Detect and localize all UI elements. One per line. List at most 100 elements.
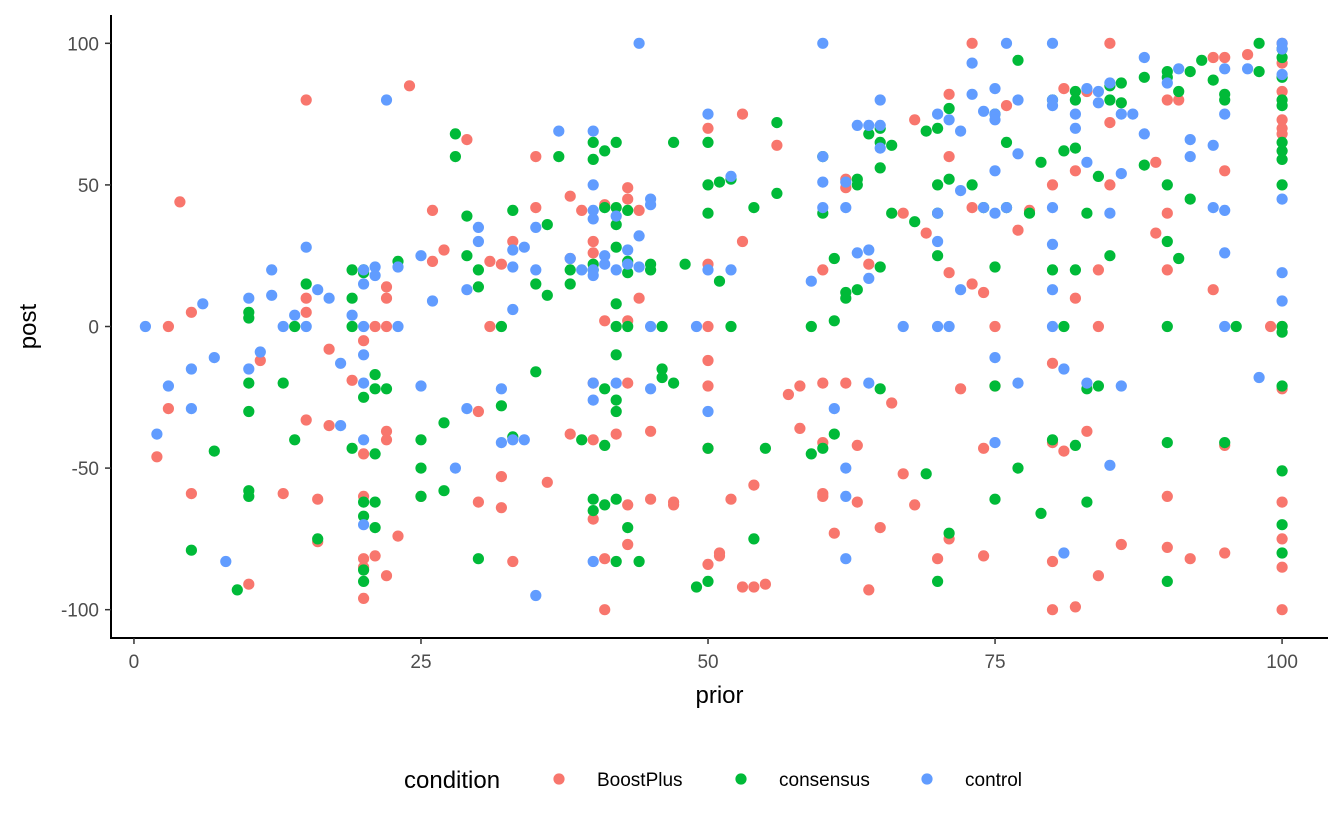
data-point-consensus-197 — [1276, 100, 1288, 112]
data-point-control-173 — [1276, 267, 1288, 279]
data-point-BoostPlus-52 — [564, 190, 576, 202]
data-point-BoostPlus-88 — [736, 235, 749, 248]
data-point-consensus-66 — [599, 499, 611, 511]
data-point-control-119 — [989, 83, 1001, 95]
data-point-control-133 — [1046, 100, 1059, 112]
data-point-consensus-190 — [1230, 320, 1242, 333]
data-point-consensus-30 — [380, 383, 393, 395]
data-point-BoostPlus-152 — [1115, 538, 1127, 551]
data-point-consensus-16 — [346, 320, 358, 333]
x-tick-label-3: 75 — [984, 652, 1005, 673]
data-point-control-98 — [863, 119, 875, 131]
data-point-BoostPlus-107 — [851, 496, 863, 508]
data-point-BoostPlus-114 — [909, 114, 921, 126]
data-point-consensus-68 — [610, 202, 622, 214]
x-axis-title: prior — [695, 682, 743, 709]
data-point-control-111 — [943, 320, 955, 333]
data-point-BoostPlus-45 — [495, 502, 507, 514]
data-point-control-125 — [989, 437, 1001, 449]
data-point-BoostPlus-72 — [633, 204, 645, 216]
data-point-control-122 — [989, 165, 1001, 177]
data-point-BoostPlus-30 — [380, 434, 393, 446]
data-point-consensus-132 — [932, 179, 944, 191]
legend-items: BoostPlus consensus control — [553, 770, 1022, 791]
data-point-control-138 — [1058, 363, 1070, 375]
data-point-BoostPlus-9 — [300, 94, 312, 106]
data-point-control-28 — [358, 519, 370, 531]
data-point-BoostPlus-71 — [633, 292, 645, 304]
data-point-consensus-98 — [713, 176, 726, 188]
data-point-consensus-145 — [1000, 136, 1013, 148]
data-point-control-25 — [358, 349, 370, 361]
data-point-BoostPlus-96 — [794, 422, 806, 434]
data-point-control-15 — [300, 241, 312, 253]
data-point-consensus-102 — [748, 202, 760, 214]
data-point-consensus-43 — [472, 553, 484, 565]
x-tick-label-2: 50 — [697, 652, 718, 673]
data-point-consensus-191 — [1253, 37, 1265, 49]
data-point-control-137 — [1046, 320, 1059, 333]
data-point-consensus-143 — [989, 380, 1001, 392]
data-point-consensus-114 — [828, 428, 840, 440]
data-point-control-115 — [966, 57, 978, 69]
data-point-BoostPlus-89 — [736, 581, 749, 593]
data-point-consensus-28 — [369, 496, 381, 508]
data-point-BoostPlus-65 — [622, 193, 634, 205]
data-point-consensus-8 — [243, 490, 255, 502]
data-point-control-68 — [610, 264, 622, 276]
data-point-control-113 — [955, 185, 967, 197]
data-point-consensus-203 — [1276, 326, 1288, 338]
data-point-BoostPlus-85 — [713, 547, 726, 559]
data-point-BoostPlus-151 — [1104, 179, 1116, 191]
ticks: 0 25 50 75 100 -100 -50 0 50 100 — [61, 34, 1298, 673]
data-point-consensus-23 — [358, 564, 370, 576]
data-point-control-32 — [392, 261, 404, 273]
data-point-consensus-39 — [461, 210, 473, 222]
data-point-control-147 — [1104, 77, 1116, 89]
data-point-consensus-77 — [610, 555, 622, 568]
data-point-BoostPlus-172 — [1276, 85, 1288, 98]
data-point-control-4 — [185, 403, 197, 415]
data-point-consensus-188 — [1219, 88, 1231, 100]
data-point-consensus-168 — [1104, 94, 1116, 106]
data-point-consensus-169 — [1104, 250, 1116, 262]
data-point-control-82 — [702, 405, 714, 418]
data-point-consensus-201 — [1276, 179, 1288, 191]
data-point-control-102 — [874, 94, 886, 106]
data-point-consensus-99 — [713, 275, 726, 287]
data-point-BoostPlus-117 — [932, 553, 944, 565]
data-point-BoostPlus-47 — [507, 555, 519, 568]
data-point-control-107 — [932, 207, 944, 219]
data-point-control-57 — [587, 179, 599, 191]
data-point-control-65 — [599, 250, 611, 262]
data-point-consensus-148 — [1012, 462, 1024, 474]
data-point-control-81 — [702, 264, 714, 276]
data-point-control-13 — [277, 320, 289, 333]
data-point-control-22 — [358, 278, 370, 290]
data-point-control-135 — [1046, 238, 1059, 250]
data-point-control-92 — [840, 202, 852, 214]
data-point-control-118 — [978, 202, 990, 214]
data-point-consensus-186 — [1207, 74, 1219, 86]
data-point-control-63 — [587, 394, 599, 406]
data-point-control-73 — [633, 230, 645, 242]
data-point-control-128 — [1012, 94, 1024, 106]
data-point-BoostPlus-10 — [300, 292, 312, 304]
data-point-control-18 — [323, 292, 335, 304]
data-point-consensus-150 — [1035, 156, 1047, 168]
data-point-control-172 — [1276, 193, 1288, 205]
data-point-control-106 — [932, 108, 944, 120]
data-point-consensus-63 — [599, 202, 611, 214]
data-point-consensus-55 — [576, 434, 588, 446]
data-point-BoostPlus-155 — [1161, 264, 1173, 276]
data-point-BoostPlus-173 — [1276, 114, 1288, 126]
data-point-control-69 — [610, 377, 622, 389]
data-point-consensus-80 — [622, 267, 634, 279]
data-point-BoostPlus-175 — [1276, 128, 1288, 140]
data-point-BoostPlus-28 — [380, 320, 393, 333]
data-point-BoostPlus-23 — [358, 592, 370, 605]
data-point-consensus-90 — [668, 377, 680, 389]
data-point-consensus-48 — [530, 366, 542, 378]
data-point-control-152 — [1115, 380, 1127, 392]
data-point-BoostPlus-124 — [966, 37, 978, 49]
